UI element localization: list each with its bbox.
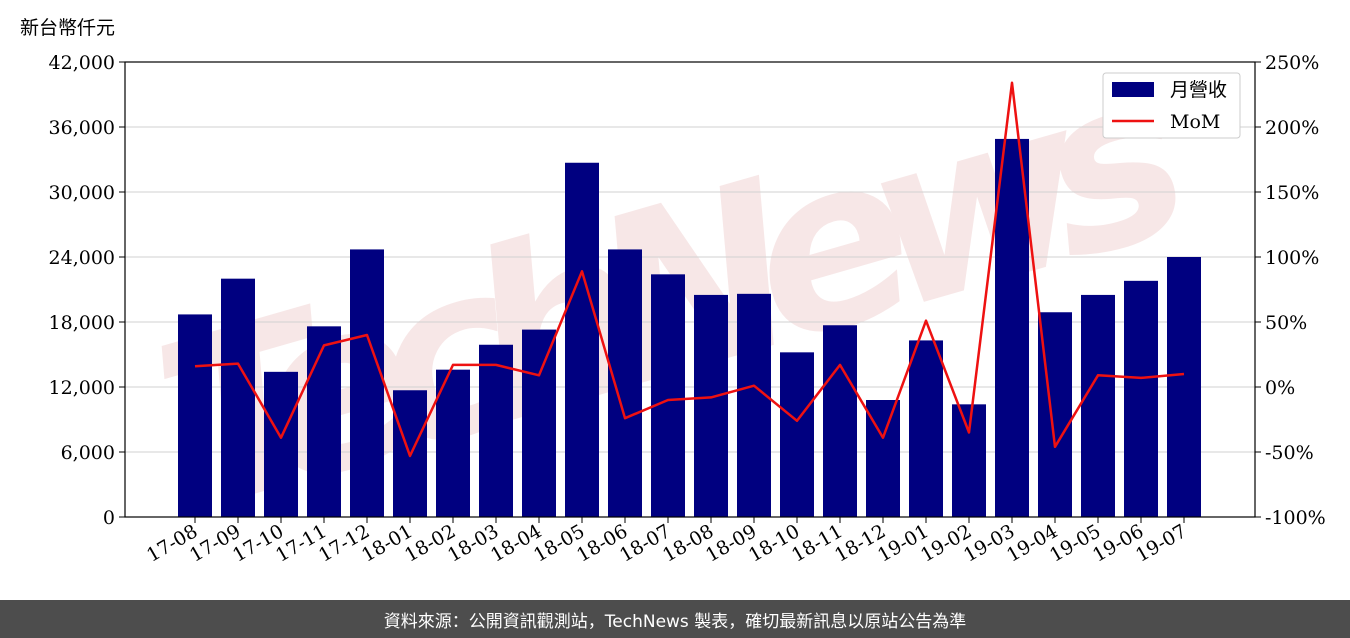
bar [436,369,470,517]
bar [264,371,298,517]
bar [1167,257,1201,517]
bar [995,138,1029,517]
y-left-tick-label: 0 [103,507,115,529]
y-right-tick-label: 0% [1265,377,1295,399]
x-tick-label: 19-07 [1132,520,1190,566]
y-right-tick-label: 250% [1265,52,1319,74]
bar [565,162,599,517]
bar [780,352,814,517]
bar [307,326,341,517]
bar [522,329,556,517]
bar [651,274,685,517]
y-right-tick-label: 100% [1265,247,1319,269]
y-left-tick-label: 24,000 [49,247,115,269]
y-left-tick-label: 6,000 [61,442,115,464]
y-left-tick-label: 36,000 [49,117,115,139]
bar [178,314,212,517]
bar [221,278,255,517]
y-right-tick-label: 50% [1265,312,1307,334]
legend-label-revenue: 月營收 [1170,79,1227,101]
y-right-tick-label: 200% [1265,117,1319,139]
legend-label-mom: MoM [1170,111,1220,133]
bar [1081,294,1115,517]
y-right-tick-label: 150% [1265,182,1319,204]
y-left-tick-label: 18,000 [49,312,115,334]
y-axis-left: 0 6,000 12,000 18,000 24,000 30,000 36,000 42,0… [49,52,125,529]
bar [608,249,642,517]
y-axis-unit-label: 新台幣仟元 [20,17,115,39]
bar [479,344,513,517]
series-line-mom [194,81,1185,458]
y-left-tick-label: 30,000 [49,182,115,204]
legend-swatch-bar [1112,82,1154,97]
bar [909,340,943,517]
y-axis-right: -100% -50% 0% 50% 100% 150% 200% 250% [1255,52,1326,529]
y-right-tick-label: -50% [1265,442,1314,464]
bars [178,138,1201,517]
source-footer: 資料來源：公開資訊觀測站，TechNews 製表，確切最新訊息以原站公告為準 [0,600,1350,638]
y-right-tick-label: -100% [1265,507,1326,529]
y-left-tick-label: 12,000 [49,377,115,399]
legend: 月營收 MoM [1102,72,1241,139]
bar [694,294,728,517]
bar [737,293,771,517]
bar [952,404,986,517]
plot-frame [124,61,1256,518]
bar [823,325,857,517]
bar [350,249,384,517]
bar [1124,280,1158,517]
chart: TechNews 06,00012,00018,00024,00030,0003… [20,17,1326,567]
y-left-tick-label: 42,000 [49,52,115,74]
